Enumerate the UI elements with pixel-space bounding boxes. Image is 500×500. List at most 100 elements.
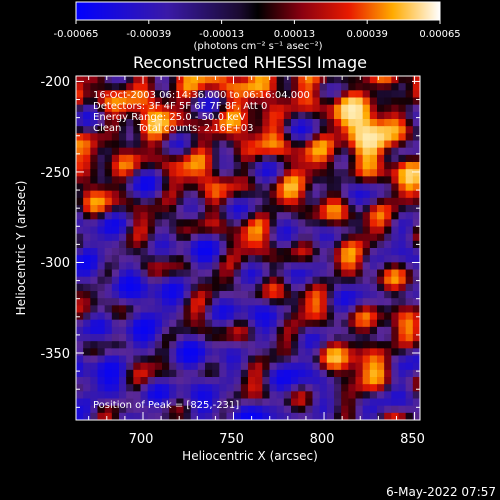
heatmap-cell	[391, 90, 400, 99]
heatmap-cell	[348, 97, 357, 106]
colorbar-tick-label: -0.00065	[54, 29, 99, 40]
heatmap-cell	[248, 334, 256, 342]
heatmap-cell	[355, 240, 364, 249]
heatmap-cell	[348, 276, 357, 285]
heatmap-cell	[283, 190, 292, 199]
heatmap-cell	[190, 183, 199, 192]
heatmap-cell	[97, 283, 106, 292]
heatmap-cell	[405, 83, 414, 91]
heatmap-cell	[326, 176, 335, 185]
heatmap-cell	[391, 205, 400, 213]
y-tick-label: -250	[40, 166, 70, 181]
heatmap-cell	[298, 298, 306, 306]
heatmap-cell	[348, 140, 357, 149]
heatmap-cell	[97, 97, 106, 106]
heatmap-cell	[76, 412, 84, 420]
heatmap-cell	[233, 298, 242, 306]
heatmap-cell	[176, 240, 185, 249]
heatmap-cell	[398, 104, 407, 113]
heatmap-cell	[140, 111, 149, 120]
heatmap-cell	[97, 183, 106, 192]
heatmap-cell	[233, 126, 242, 134]
heatmap-cell	[126, 283, 134, 292]
heatmap-cell	[240, 262, 249, 271]
heatmap-cell	[355, 76, 364, 84]
heatmap-cell	[248, 162, 256, 170]
heatmap-cell	[298, 362, 306, 371]
heatmap-cell	[312, 111, 321, 120]
heatmap-cell	[391, 255, 400, 263]
heatmap-cell	[176, 197, 185, 206]
heatmap-cell	[305, 169, 314, 177]
heatmap-cell	[276, 283, 285, 292]
heatmap-cell	[226, 90, 235, 99]
heatmap-cell	[240, 319, 249, 328]
heatmap-cell	[276, 276, 285, 285]
heatmap-cell	[162, 305, 170, 314]
heatmap-cell	[140, 176, 149, 185]
heatmap-cell	[133, 298, 142, 306]
heatmap-cell	[90, 377, 99, 385]
heatmap-cell	[76, 197, 84, 206]
heatmap-cell	[190, 126, 199, 134]
heatmap-cell	[276, 291, 285, 299]
heatmap-cell	[319, 255, 328, 263]
heatmap-cell	[140, 76, 149, 84]
heatmap-cell	[169, 405, 177, 414]
heatmap-cell	[240, 212, 249, 220]
heatmap-cell	[219, 384, 228, 392]
heatmap-cell	[97, 111, 106, 120]
heatmap-cell	[384, 111, 392, 120]
heatmap-cell	[140, 255, 149, 263]
heatmap-cell	[226, 348, 235, 357]
heatmap-cell	[240, 377, 249, 385]
heatmap-cell	[269, 262, 278, 271]
heatmap-cell	[240, 334, 249, 342]
heatmap-cell	[162, 283, 170, 292]
heatmap-cell	[341, 176, 349, 185]
heatmap-cell	[262, 319, 271, 328]
annotation-time-range: 16-Oct-2003 06:14:36.000 to 06:16:04.000	[93, 90, 310, 101]
heatmap-cell	[362, 169, 371, 177]
heatmap-cell	[97, 119, 106, 127]
heatmap-cell	[291, 412, 299, 420]
heatmap-cell	[90, 147, 99, 156]
heatmap-cell	[391, 348, 400, 357]
heatmap-cell	[262, 176, 271, 185]
heatmap-cell	[83, 205, 91, 213]
heatmap-cell	[183, 140, 192, 149]
heatmap-cell	[205, 233, 213, 242]
heatmap-cell	[147, 233, 156, 242]
heatmap-cell	[219, 262, 228, 271]
heatmap-cell	[76, 205, 84, 213]
heatmap-cell	[398, 305, 407, 314]
heatmap-cell	[248, 154, 256, 163]
heatmap-cell	[104, 97, 113, 106]
heatmap-cell	[126, 97, 134, 106]
heatmap-cell	[197, 219, 206, 228]
plot-frame	[75, 75, 421, 421]
heatmap-cell	[140, 362, 149, 371]
heatmap-cell	[348, 111, 357, 120]
heatmap-cell	[212, 111, 220, 120]
heatmap-cell	[341, 197, 349, 206]
heatmap-cell	[83, 248, 91, 256]
heatmap-cell	[405, 212, 414, 220]
heatmap-cell	[362, 326, 371, 335]
heatmap-cell	[205, 341, 213, 349]
heatmap-cell	[334, 119, 342, 127]
heatmap-cell	[240, 90, 249, 99]
heatmap-cell	[169, 183, 177, 192]
heatmap-cell	[147, 312, 156, 321]
heatmap-cell	[83, 219, 91, 228]
heatmap-cell	[334, 305, 342, 314]
heatmap-cell	[119, 126, 127, 134]
heatmap-cell	[226, 97, 235, 106]
heatmap-cell	[255, 219, 263, 228]
heatmap-cell	[212, 162, 220, 170]
heatmap-cell	[412, 97, 420, 106]
heatmap-cell	[398, 355, 407, 364]
heatmap-cell	[348, 391, 357, 400]
heatmap-cell	[154, 269, 163, 278]
heatmap-cell	[269, 377, 278, 385]
